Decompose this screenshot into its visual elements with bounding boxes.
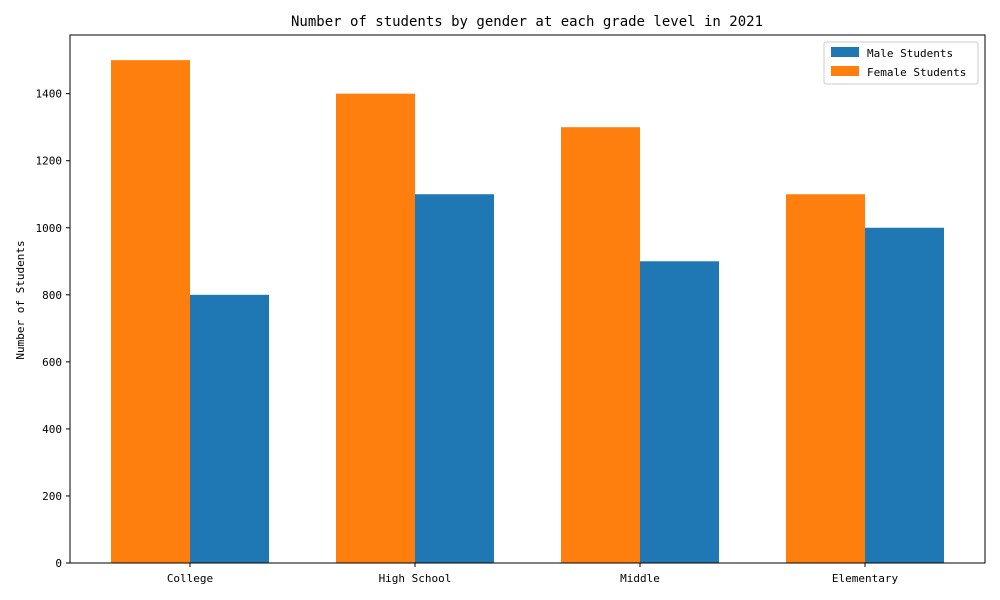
bar-male-high-school (415, 194, 494, 563)
y-axis-label: Number of Students (14, 240, 27, 359)
legend-frame (823, 41, 979, 85)
bar-female-elementary (786, 194, 865, 563)
y-tick-label: 400 (42, 423, 62, 436)
legend: Male Students Female Students (823, 41, 979, 85)
y-tick-label: 1200 (36, 155, 63, 168)
bar-male-elementary (865, 227, 944, 563)
bars-group (111, 60, 944, 564)
bar-female-middle (561, 127, 640, 563)
legend-label-female: Female Students (867, 66, 966, 79)
legend-swatch-female (831, 66, 859, 76)
legend-label-male: Male Students (867, 47, 953, 60)
axes-group: 0 200 400 600 800 1000 1200 1400 College High Sch… (36, 34, 986, 585)
chart-title: Number of students by gender at each gra… (291, 14, 763, 30)
x-tick-label: College (167, 572, 213, 585)
legend-swatch-male (831, 47, 859, 57)
y-tick-label: 800 (42, 289, 62, 302)
bar-male-college (190, 294, 269, 563)
plot-frame (69, 34, 986, 564)
x-tick-label: Elementary (832, 572, 899, 585)
x-tick-label: Middle (620, 572, 660, 585)
bar-male-middle (640, 261, 719, 563)
y-tick-label: 600 (42, 356, 62, 369)
y-tick-label: 1000 (36, 222, 63, 235)
x-tick-label: High School (379, 572, 452, 585)
y-tick-label: 0 (55, 557, 62, 570)
y-tick-label: 1400 (36, 88, 63, 101)
y-tick-label: 200 (42, 490, 62, 503)
bar-female-high-school (336, 93, 415, 564)
bar-female-college (111, 60, 190, 564)
